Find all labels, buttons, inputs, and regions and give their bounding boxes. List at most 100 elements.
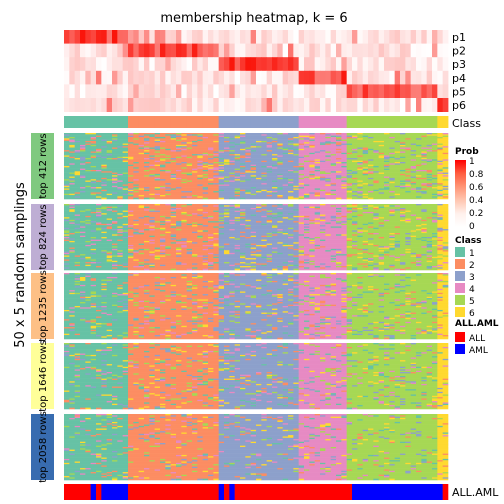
sampling-cell [336, 177, 342, 180]
sampling-cell [336, 154, 347, 156]
sampling-cell [149, 135, 155, 138]
sampling-cell [384, 219, 390, 222]
sampling-cell [170, 327, 177, 329]
sampling-cell [133, 225, 150, 227]
sampling-cell [186, 205, 203, 207]
sampling-cell [346, 295, 379, 298]
membership-cell [261, 43, 268, 58]
sampling-cell [357, 191, 363, 193]
sampling-cell [69, 156, 75, 159]
sampling-cell [421, 223, 427, 226]
sampling-cell [298, 211, 315, 214]
sampling-cell [149, 138, 171, 140]
sampling-cell [426, 251, 433, 254]
sampling-cell [128, 196, 182, 198]
sampling-cell [400, 144, 406, 147]
sampling-cell [314, 211, 321, 214]
sampling-cell [218, 259, 299, 262]
sampling-cell [378, 192, 385, 195]
membership-cell [170, 57, 177, 72]
class-cell [341, 116, 348, 128]
sampling-heatmap-body [64, 133, 449, 481]
sampling-cell [421, 303, 433, 305]
sampling-cell [293, 254, 299, 256]
sampling-cell [421, 264, 438, 267]
sampling-cell [394, 264, 417, 267]
sampling-cell [192, 331, 198, 333]
sampling-cell [240, 148, 246, 151]
sampling-cell [208, 167, 214, 169]
sampling-cell [74, 324, 107, 327]
sampling-cell [192, 255, 198, 258]
membership-cell [426, 43, 433, 58]
sampling-cell [298, 226, 305, 229]
membership-cell [421, 57, 428, 72]
sampling-cell [122, 188, 129, 191]
sampling-cell [245, 150, 251, 152]
sampling-cell [400, 256, 417, 259]
sampling-cell [74, 286, 81, 288]
sampling-cell [293, 315, 299, 317]
sampling-cell [272, 210, 299, 213]
sampling-cell [442, 286, 449, 288]
sampling-cell [69, 210, 75, 213]
sampling-cell [128, 313, 198, 316]
sampling-cell [314, 162, 321, 164]
sampling-cell [357, 252, 363, 255]
sampling-cell [293, 304, 310, 307]
sampling-cell [202, 163, 209, 165]
sampling-cell [208, 147, 214, 150]
sampling-cell [277, 192, 299, 195]
sampling-cell [106, 323, 113, 325]
membership-cell [416, 70, 422, 85]
sampling-cell [437, 327, 443, 329]
sampling-cell [357, 227, 363, 230]
sampling-cell [128, 179, 134, 181]
sampling-cell [330, 266, 337, 268]
sampling-cell [90, 185, 113, 188]
membership-cell [384, 43, 390, 58]
sampling-cell [346, 146, 438, 148]
sampling-cell [368, 148, 374, 151]
sampling-cell [421, 260, 427, 263]
sampling-cell [165, 148, 171, 151]
sampling-cell [256, 304, 262, 307]
sampling-cell [346, 209, 390, 211]
sampling-cell [442, 246, 449, 248]
sampling-cell [128, 306, 145, 308]
sampling-cell [181, 187, 203, 189]
sampling-cell [394, 140, 401, 143]
sampling-cell [346, 144, 379, 147]
sampling-cell [197, 267, 209, 269]
y-axis-label: 50 x 5 random samplings [13, 182, 28, 348]
sampling-cell [80, 227, 97, 230]
sampling-cell [437, 196, 443, 198]
sampling-cell [133, 184, 139, 187]
membership-cell [373, 84, 380, 99]
sampling-cell [320, 275, 326, 278]
sampling-cell [80, 279, 86, 282]
sampling-cell [325, 150, 347, 152]
membership-cell [410, 84, 417, 99]
membership-cell [90, 57, 97, 72]
sampling-cell [138, 323, 145, 325]
membership-cell [144, 43, 150, 58]
sampling-cell [421, 254, 427, 256]
sampling-cell [245, 246, 251, 248]
sampling-cell [218, 221, 257, 223]
membership-cell [80, 43, 86, 58]
sampling-cell [346, 210, 353, 213]
sampling-cell [181, 315, 225, 317]
sampling-cell [197, 311, 214, 313]
sampling-cell [320, 222, 326, 225]
sampling-cell [154, 307, 161, 309]
sampling-cell [64, 294, 81, 296]
membership-cell [304, 57, 310, 72]
sampling-cell [149, 168, 155, 171]
sampling-cell [85, 185, 91, 188]
sampling-cell [128, 143, 134, 146]
sampling-cell [405, 262, 411, 264]
sampling-cell [357, 284, 395, 287]
sampling-cell [149, 147, 155, 150]
sampling-cell [229, 172, 235, 175]
